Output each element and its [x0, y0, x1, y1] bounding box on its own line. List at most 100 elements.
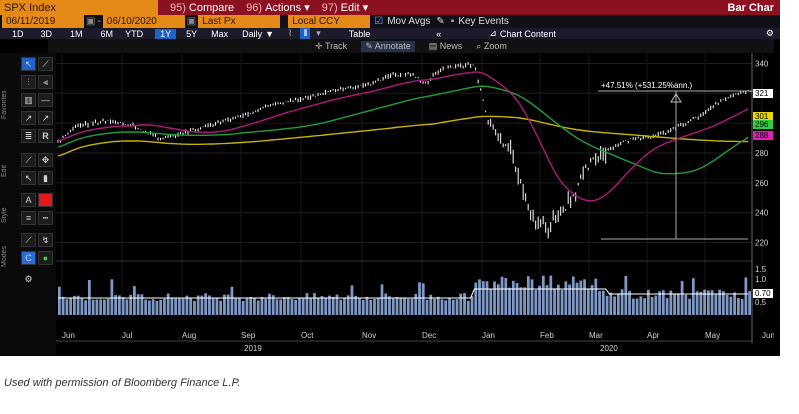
snap-mode-icon[interactable]: ↯ — [38, 233, 53, 247]
settings-gear-icon[interactable]: ⚙ — [765, 28, 774, 38]
period-5y[interactable]: 5Y — [186, 28, 198, 39]
volume-bar — [196, 295, 200, 315]
volume-bar — [639, 296, 643, 315]
period-3d[interactable]: 3D — [40, 28, 53, 39]
magnet-icon[interactable]: C — [21, 251, 36, 265]
annotate-label: Annotate — [374, 40, 411, 51]
hline-tool-icon[interactable]: — — [38, 93, 53, 107]
volume-bar — [163, 298, 166, 315]
line-weight-icon[interactable]: ≡ — [21, 211, 36, 225]
pencil-icon[interactable]: ✎ — [436, 16, 445, 27]
price-field-select[interactable]: Last Px — [198, 15, 281, 28]
draw-mode-icon[interactable]: ⟋ — [21, 233, 36, 247]
volume-bar — [688, 298, 691, 315]
text-style-icon[interactable]: A — [21, 193, 36, 207]
volume-bar — [380, 284, 384, 315]
y-tick-label: 340 — [755, 59, 769, 68]
bloomberg-terminal: SPX Index 95) Compare 96) Actions ▾ 97) Edi… — [0, 0, 780, 356]
gear-icon[interactable]: ⚙ — [21, 272, 36, 286]
chart-toolbar: ✛ Track ✎ Annotate ▤ News ⌕ Zoom — [48, 39, 774, 53]
chart-style-icon[interactable]: ⌇ — [288, 28, 293, 38]
volume-bar — [534, 290, 538, 315]
volume-bar — [740, 298, 744, 315]
green-dot-icon: ● — [42, 253, 49, 263]
period-max[interactable]: Max — [211, 28, 229, 39]
pointer-icon[interactable]: ↖ — [21, 171, 36, 185]
line-dash-icon[interactable]: ┅ — [38, 211, 53, 225]
volume-bar — [61, 296, 65, 315]
price-tag-label: 296 — [755, 120, 769, 129]
pattern-tool-icon[interactable]: ≣ — [21, 129, 36, 143]
line-tool-icon[interactable]: ⟋ — [38, 57, 53, 71]
volume-bar — [88, 279, 91, 315]
chevron-down-icon: ▾ — [362, 2, 369, 14]
table-button[interactable]: Table — [348, 28, 371, 39]
price-chart[interactable]: +47.51% (+531.25%ann.) 22024026028030032… — [56, 53, 774, 356]
track-tool[interactable]: ✛ Track — [315, 41, 347, 52]
mov-avgs-label: Mov Avgs — [387, 16, 431, 27]
channel-tool-icon[interactable]: ▥ — [21, 93, 36, 107]
volume-bar — [736, 297, 740, 315]
pen-icon[interactable]: ⟋ — [21, 153, 36, 167]
period-1m[interactable]: 1M — [70, 28, 83, 39]
calendar-icon[interactable]: ▣ — [86, 16, 96, 27]
currency-select[interactable]: Local CCY — [288, 15, 371, 28]
trash-icon[interactable]: ▮ — [38, 171, 53, 185]
edit-menu[interactable]: 97) Edit ▾ — [316, 1, 374, 14]
ray-tool-icon[interactable]: ↗ — [38, 111, 53, 125]
start-date-field[interactable]: 06/11/2019 — [2, 15, 84, 28]
volume-bar — [80, 298, 84, 315]
arrow-tool-icon[interactable]: ↗ — [21, 111, 36, 125]
interval-select[interactable]: Daily — [242, 28, 263, 39]
volume-bar — [114, 295, 118, 315]
volume-bar — [478, 279, 481, 315]
annotate-tool[interactable]: ✎ Annotate — [361, 40, 415, 52]
volume-bar — [343, 297, 346, 315]
bar-style-icon[interactable]: ⫴ — [300, 28, 311, 39]
key-events-box-icon[interactable]: ▪ — [450, 16, 455, 27]
fib-ext-tool-icon[interactable]: ⫷ — [38, 75, 53, 89]
r-tool-icon[interactable]: R — [38, 129, 53, 143]
volume-bar — [106, 298, 110, 315]
volume-bar — [110, 279, 114, 315]
news-tool[interactable]: ▤ News — [429, 41, 463, 52]
zoom-tool[interactable]: ⌕ Zoom — [476, 41, 507, 52]
period-1y-selected[interactable]: 1Y — [155, 28, 177, 39]
volume-bar — [238, 297, 241, 315]
end-date-field[interactable]: 06/10/2020 — [102, 15, 185, 28]
chart-grid — [56, 53, 763, 315]
y-tick-label: 260 — [755, 179, 769, 188]
chart-annotations: +47.51% (+531.25%ann.) — [598, 81, 754, 240]
price-tag — [753, 120, 773, 129]
move-icon[interactable]: ✥ — [38, 153, 53, 167]
y-tick-label: 220 — [755, 239, 769, 248]
volume-bar — [519, 287, 523, 315]
volume-bar — [748, 291, 751, 315]
ticker-field[interactable]: SPX Index — [0, 0, 158, 15]
multicolor-icon[interactable]: ● — [38, 251, 53, 265]
calendar-icon[interactable]: ▣ — [186, 16, 197, 27]
volume-bar — [504, 278, 508, 315]
volume-bar — [298, 297, 301, 315]
volume-bar — [245, 298, 249, 315]
actions-menu[interactable]: 96) Actions ▾ — [240, 1, 316, 14]
volume-bar — [511, 280, 515, 315]
color-swatch-icon[interactable] — [38, 193, 53, 207]
volume-bar — [103, 299, 106, 315]
period-6m[interactable]: 6M — [100, 28, 114, 39]
month-label: Dec — [422, 331, 436, 340]
volume-bar — [616, 293, 620, 315]
period-1d[interactable]: 1D — [12, 28, 24, 39]
period-ytd[interactable]: YTD — [125, 28, 144, 39]
volume-bar — [433, 298, 436, 315]
collapse-icon[interactable]: « — [436, 28, 442, 39]
cursor-tool-icon[interactable]: ↖ — [21, 57, 36, 71]
chart-content-button[interactable]: Chart Content — [499, 28, 556, 39]
month-label: Jun — [762, 331, 774, 340]
fib-tool-icon[interactable]: ⫶ — [21, 75, 36, 89]
compare-menu[interactable]: 95) Compare — [164, 2, 240, 14]
checkbox-icon[interactable]: ☑ — [374, 16, 384, 27]
volume-bar — [440, 299, 444, 315]
volume-bar — [369, 299, 373, 315]
volume-bar — [579, 280, 583, 315]
